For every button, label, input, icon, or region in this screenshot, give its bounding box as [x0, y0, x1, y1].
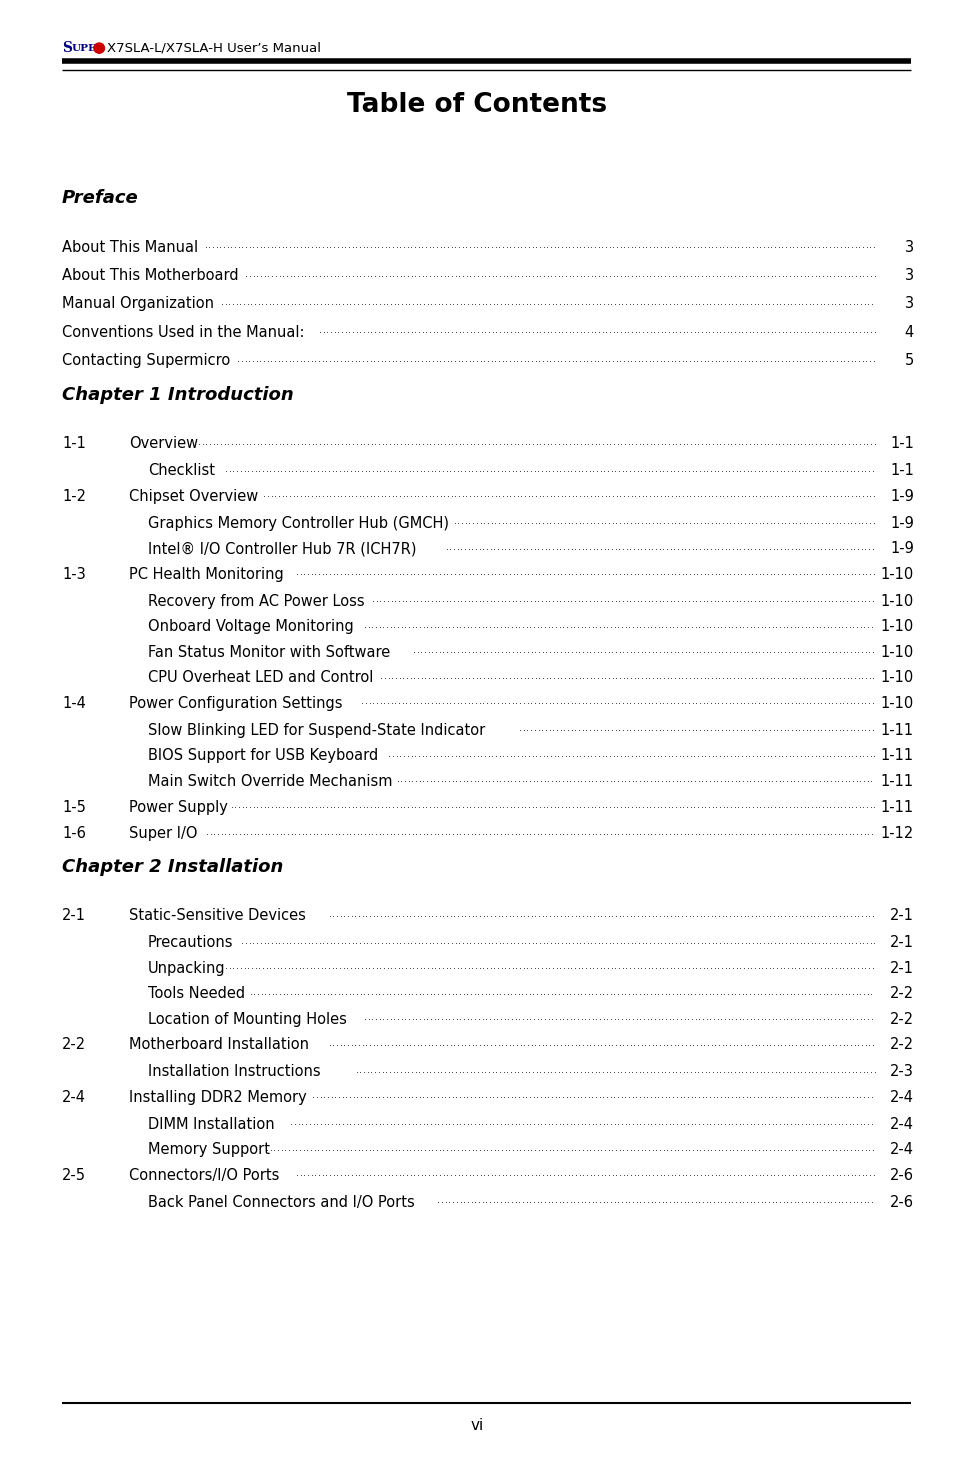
Text: 2-1: 2-1	[889, 961, 913, 975]
Ellipse shape	[93, 44, 105, 54]
Text: About This Motherboard: About This Motherboard	[62, 268, 238, 283]
Text: Power Supply: Power Supply	[129, 799, 228, 815]
Text: 1-1: 1-1	[889, 464, 913, 478]
Text: 2-2: 2-2	[889, 1037, 913, 1053]
Text: BIOS Support for USB Keyboard: BIOS Support for USB Keyboard	[148, 748, 377, 764]
Text: 1-3: 1-3	[62, 567, 86, 582]
Text: Motherboard Installation: Motherboard Installation	[129, 1037, 309, 1053]
Text: Location of Mounting Holes: Location of Mounting Holes	[148, 1012, 346, 1026]
Text: 1-10: 1-10	[880, 620, 913, 634]
Text: Super I/O: Super I/O	[129, 827, 197, 841]
Text: Precautions: Precautions	[148, 935, 233, 951]
Text: 2-4: 2-4	[889, 1142, 913, 1158]
Text: 1-11: 1-11	[880, 799, 913, 815]
Text: 3: 3	[903, 239, 913, 255]
Text: Table of Contents: Table of Contents	[347, 92, 606, 118]
Text: 1-2: 1-2	[62, 488, 86, 504]
Text: 1-11: 1-11	[880, 774, 913, 789]
Text: Chapter 1 Introduction: Chapter 1 Introduction	[62, 386, 294, 404]
Text: Power Configuration Settings: Power Configuration Settings	[129, 695, 342, 712]
Text: Graphics Memory Controller Hub (GMCH): Graphics Memory Controller Hub (GMCH)	[148, 516, 449, 531]
Text: Fan Status Monitor with Software: Fan Status Monitor with Software	[148, 644, 390, 660]
Text: 2-6: 2-6	[889, 1194, 913, 1210]
Text: 1-10: 1-10	[880, 593, 913, 609]
Text: 1-4: 1-4	[62, 695, 86, 712]
Text: About This Manual: About This Manual	[62, 239, 198, 255]
Text: Preface: Preface	[62, 190, 138, 207]
Text: Conventions Used in the Manual:: Conventions Used in the Manual:	[62, 325, 304, 340]
Text: 2-6: 2-6	[889, 1168, 913, 1182]
Text: 2-3: 2-3	[889, 1064, 913, 1079]
Text: 1-6: 1-6	[62, 827, 86, 841]
Text: 2-4: 2-4	[889, 1089, 913, 1105]
Text: Recovery from AC Power Loss: Recovery from AC Power Loss	[148, 593, 364, 609]
Text: Slow Blinking LED for Suspend-State Indicator: Slow Blinking LED for Suspend-State Indi…	[148, 723, 485, 738]
Text: 1-5: 1-5	[62, 799, 86, 815]
Text: 1-12: 1-12	[880, 827, 913, 841]
Text: 1-11: 1-11	[880, 723, 913, 738]
Text: Overview: Overview	[129, 436, 197, 452]
Text: 2-2: 2-2	[62, 1037, 86, 1053]
Text: 1-9: 1-9	[889, 516, 913, 531]
Text: 2-1: 2-1	[889, 908, 913, 923]
Text: Manual Organization: Manual Organization	[62, 296, 213, 312]
Text: 2-2: 2-2	[889, 986, 913, 1002]
Text: DIMM Installation: DIMM Installation	[148, 1117, 274, 1131]
Text: 1-10: 1-10	[880, 644, 913, 660]
Text: 1-10: 1-10	[880, 567, 913, 582]
Text: CPU Overheat LED and Control: CPU Overheat LED and Control	[148, 671, 373, 685]
Text: Intel® I/O Controller Hub 7R (ICH7R): Intel® I/O Controller Hub 7R (ICH7R)	[148, 541, 416, 557]
Text: Back Panel Connectors and I/O Ports: Back Panel Connectors and I/O Ports	[148, 1194, 415, 1210]
Text: 2-4: 2-4	[889, 1117, 913, 1131]
Text: 1-1: 1-1	[889, 436, 913, 452]
Text: 1-9: 1-9	[889, 488, 913, 504]
Text: vi: vi	[470, 1419, 483, 1433]
Text: Installing DDR2 Memory: Installing DDR2 Memory	[129, 1089, 306, 1105]
Text: Chipset Overview: Chipset Overview	[129, 488, 257, 504]
Text: 1-11: 1-11	[880, 748, 913, 764]
Text: Main Switch Override Mechanism: Main Switch Override Mechanism	[148, 774, 392, 789]
Text: 2-5: 2-5	[62, 1168, 86, 1182]
Text: S: S	[62, 41, 71, 55]
Text: 2-2: 2-2	[889, 1012, 913, 1026]
Text: Contacting Supermicro: Contacting Supermicro	[62, 353, 230, 369]
Text: 3: 3	[903, 296, 913, 312]
Text: 1-10: 1-10	[880, 671, 913, 685]
Text: Memory Support: Memory Support	[148, 1142, 270, 1158]
Text: X7SLA-L/X7SLA-H User’s Manual: X7SLA-L/X7SLA-H User’s Manual	[107, 42, 320, 54]
Text: 1-1: 1-1	[62, 436, 86, 452]
Text: UPER: UPER	[71, 44, 105, 52]
Text: Checklist: Checklist	[148, 464, 214, 478]
Text: Unpacking: Unpacking	[148, 961, 225, 975]
Text: Onboard Voltage Monitoring: Onboard Voltage Monitoring	[148, 620, 354, 634]
Text: 1-9: 1-9	[889, 541, 913, 557]
Text: 2-1: 2-1	[62, 908, 86, 923]
Text: Installation Instructions: Installation Instructions	[148, 1064, 320, 1079]
Text: Tools Needed: Tools Needed	[148, 986, 245, 1002]
Text: Chapter 2 Installation: Chapter 2 Installation	[62, 857, 283, 876]
Text: 2-4: 2-4	[62, 1089, 86, 1105]
Text: 3: 3	[903, 268, 913, 283]
Text: 4: 4	[903, 325, 913, 340]
Text: 2-1: 2-1	[889, 935, 913, 951]
Text: PC Health Monitoring: PC Health Monitoring	[129, 567, 283, 582]
Text: 5: 5	[903, 353, 913, 369]
Text: Static-Sensitive Devices: Static-Sensitive Devices	[129, 908, 305, 923]
Text: 1-10: 1-10	[880, 695, 913, 712]
Text: Connectors/I/O Ports: Connectors/I/O Ports	[129, 1168, 279, 1182]
